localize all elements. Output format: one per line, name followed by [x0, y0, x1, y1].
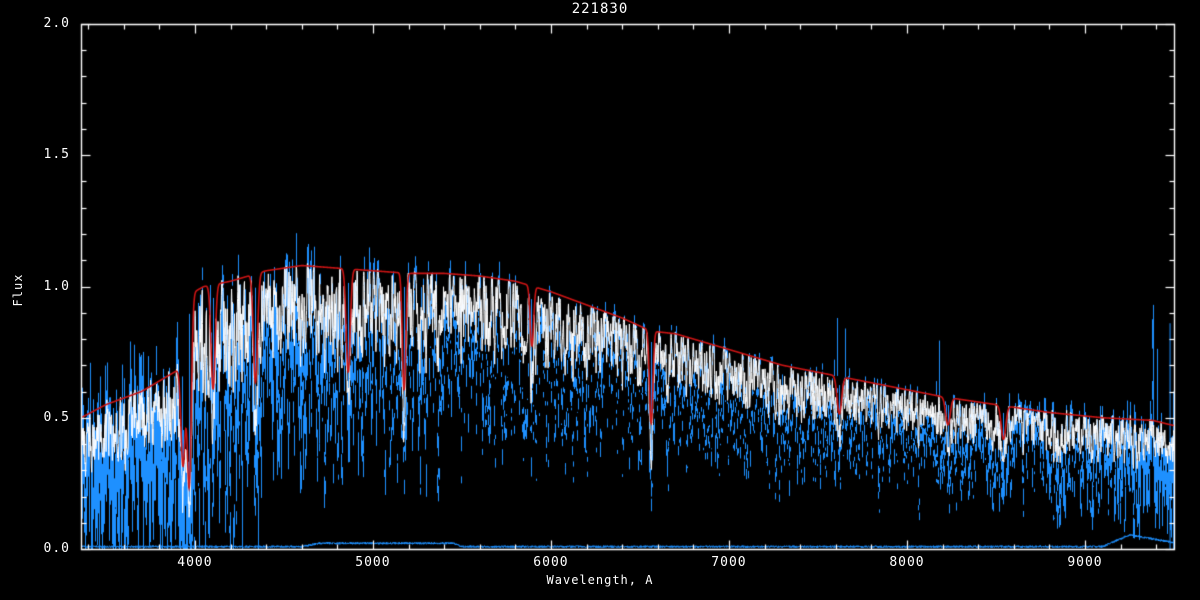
x-tick-label: 8000: [889, 555, 925, 570]
y-tick-label: 1.0: [43, 278, 70, 294]
y-tick-label: 0.5: [43, 409, 70, 425]
x-axis-title: Wavelength, A: [546, 573, 654, 587]
y-axis-title: Flux: [11, 273, 25, 307]
x-tick-label: 5000: [355, 555, 391, 570]
x-tick-label: 7000: [711, 555, 747, 570]
y-tick-label: 1.5: [43, 147, 70, 163]
x-tick-label: 9000: [1067, 555, 1103, 570]
x-tick-label: 4000: [177, 555, 213, 570]
page-title: 221830: [571, 1, 629, 17]
y-tick-label: 2.0: [43, 16, 70, 31]
x-tick-label: 6000: [533, 555, 569, 570]
y-tick-label: 0.0: [43, 541, 70, 556]
